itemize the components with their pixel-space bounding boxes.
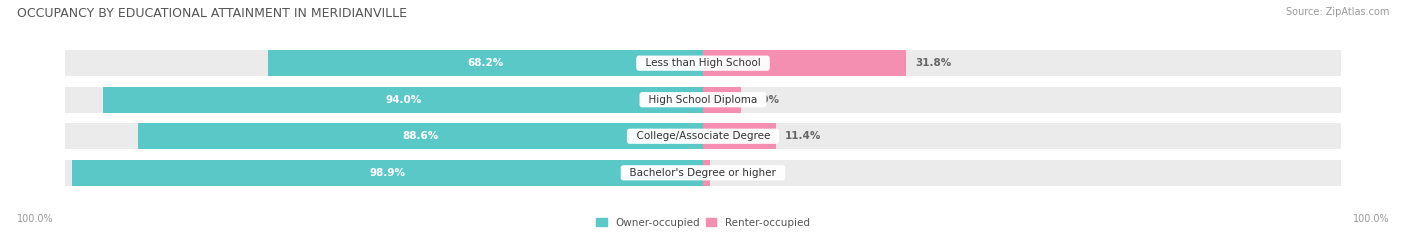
Text: 100.0%: 100.0% [17, 214, 53, 224]
Text: 94.0%: 94.0% [385, 95, 422, 105]
Bar [703, 123, 776, 149]
Bar [703, 87, 741, 113]
Text: Bachelor's Degree or higher: Bachelor's Degree or higher [623, 168, 783, 178]
Bar [138, 123, 703, 149]
Text: 88.6%: 88.6% [402, 131, 439, 141]
Bar [65, 123, 703, 149]
Text: 31.8%: 31.8% [915, 58, 952, 68]
Text: High School Diploma: High School Diploma [643, 95, 763, 105]
Bar [703, 87, 1341, 113]
Text: 100.0%: 100.0% [1353, 214, 1389, 224]
Text: 6.0%: 6.0% [751, 95, 780, 105]
Text: 1.1%: 1.1% [720, 168, 748, 178]
Bar [65, 87, 703, 113]
Bar [703, 160, 1341, 186]
Bar [703, 50, 1341, 76]
Bar [65, 160, 703, 186]
Text: 98.9%: 98.9% [370, 168, 405, 178]
Bar [72, 160, 703, 186]
Bar [703, 160, 710, 186]
Legend: Owner-occupied, Renter-occupied: Owner-occupied, Renter-occupied [596, 218, 810, 228]
Text: OCCUPANCY BY EDUCATIONAL ATTAINMENT IN MERIDIANVILLE: OCCUPANCY BY EDUCATIONAL ATTAINMENT IN M… [17, 7, 406, 20]
Bar [703, 50, 905, 76]
Bar [104, 87, 703, 113]
Text: 68.2%: 68.2% [467, 58, 503, 68]
Bar [269, 50, 703, 76]
Text: 11.4%: 11.4% [786, 131, 821, 141]
Bar [65, 50, 703, 76]
Text: Source: ZipAtlas.com: Source: ZipAtlas.com [1285, 7, 1389, 17]
Text: Less than High School: Less than High School [638, 58, 768, 68]
Bar [703, 123, 1341, 149]
Text: College/Associate Degree: College/Associate Degree [630, 131, 776, 141]
